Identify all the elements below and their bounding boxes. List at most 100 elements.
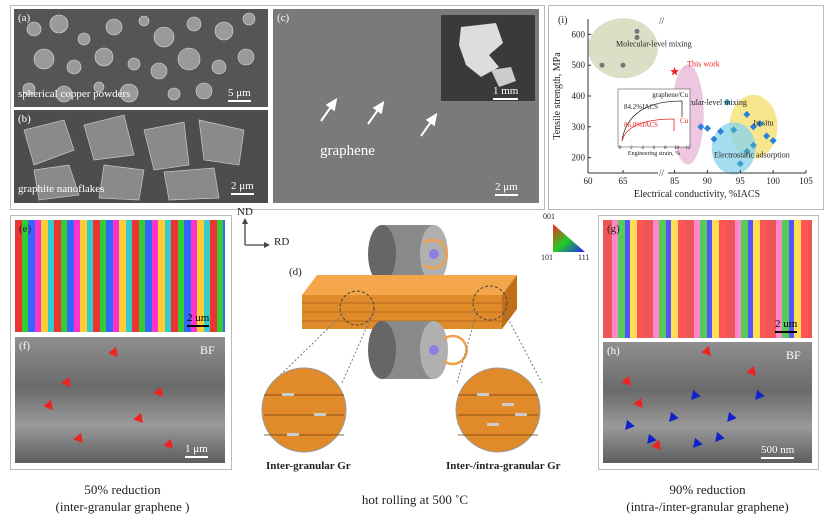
x-tick-label: 65: [619, 176, 629, 186]
panel-c-arrows: [320, 97, 438, 137]
panel-h-label: (h): [607, 345, 620, 357]
panel-b-scale-text: 2 μm: [231, 180, 254, 192]
blue-arrow-icon: [689, 437, 703, 452]
annotation-electrostatic: Electrostatic adsorption: [714, 151, 790, 160]
data-point: [710, 135, 718, 143]
inset-x-tick: 6: [653, 146, 656, 151]
caption-left-line2: (inter-granular graphene ): [55, 499, 190, 514]
blue-arrow-icon: [751, 389, 765, 404]
panel-b-label: (b): [18, 113, 31, 125]
inset-x-tick: 0: [619, 146, 622, 151]
inset-curve-cu: [621, 118, 675, 142]
inset-x-tick: 4: [641, 146, 644, 151]
x-tick-label: 90: [703, 176, 713, 186]
panel-c-inset-scale-text: 1 mm: [493, 85, 519, 97]
data-point-star: ★: [669, 64, 680, 78]
inset-label-cu-value: 86.0%IACS: [624, 121, 658, 129]
panel-f-label: (f): [19, 340, 30, 352]
inset-x-tick: 12: [686, 146, 692, 151]
bottom-roller: [368, 321, 468, 379]
rolling-diagram: [261, 225, 543, 453]
panel-a-scale: 5 μm: [228, 87, 251, 102]
red-arrow-icon: [153, 386, 167, 401]
panel-e: (e) 2 um: [15, 220, 225, 332]
data-point: [756, 120, 764, 128]
data-point: [620, 62, 626, 68]
red-arrow-icon: [746, 365, 760, 380]
y-tick-label: 500: [572, 60, 586, 70]
region-electrostatic: [711, 122, 756, 175]
panel-e-scale: 2 um: [187, 312, 210, 327]
red-arrow-icon: [633, 397, 647, 412]
axis-break-mark: //: [659, 168, 665, 178]
inset-title: graphene/Cu: [652, 91, 688, 99]
annotation-this-work: This work: [687, 60, 720, 69]
caption-right-line1: 90% reduction: [669, 482, 746, 497]
annotation-molecular-2: Molecular-level mixing: [671, 98, 747, 107]
panel-c-scale: 2 μm: [495, 181, 518, 196]
ipf-top: 001: [543, 212, 555, 221]
inset-x-tick: 2: [630, 146, 633, 151]
inset-box: [617, 88, 691, 148]
panel-b-caption: graphite nanoflakes: [18, 183, 105, 195]
panel-b-scale: 2 μm: [231, 180, 254, 195]
red-arrow-icon: [163, 438, 177, 453]
red-arrow-icon: [61, 376, 75, 391]
red-arrow-icon: [621, 375, 635, 390]
y-axis-label: Tensile strength, MPa: [552, 52, 563, 140]
ipf-triangle-icon: [553, 224, 585, 252]
panel-c: (c) 1 mm graphene 2 μm: [273, 9, 539, 203]
x-tick-label: 100: [766, 176, 780, 186]
red-arrow-icon: [43, 399, 57, 414]
left-zoom-caption: Inter-granular Gr: [266, 460, 351, 472]
region-molecular-1: [588, 18, 658, 79]
axis-nd: ND: [237, 206, 253, 218]
red-arrow-icon: [701, 345, 715, 360]
inset-flake-image: [459, 23, 516, 87]
y-tick-label: 400: [572, 91, 586, 101]
panel-g: (g) 2 um: [603, 220, 812, 338]
panel-b: (b) graphite nanoflakes 2 μm: [14, 110, 268, 203]
panel-a: (a) spherical copper powders 5 μm: [14, 9, 268, 107]
data-point: [634, 28, 640, 34]
blue-arrow-icon: [665, 411, 679, 426]
inset-curve-graphene: [621, 100, 683, 142]
panel-h-tag: BF: [786, 348, 801, 362]
axis-break-mark: //: [659, 16, 665, 26]
graphite-flakes-image: [23, 114, 245, 201]
inset-label-cu: Cu: [680, 117, 689, 125]
panel-f-scale: 1 μm: [185, 443, 208, 458]
panel-g-scale: 2 um: [775, 318, 798, 333]
panel-c-inset-scale: 1 mm: [493, 85, 519, 100]
panel-c-scale-text: 2 μm: [495, 181, 518, 193]
panel-a-scale-text: 5 μm: [228, 87, 251, 99]
data-point: [763, 132, 771, 140]
caption-center: hot rolling at 500 ˚C: [361, 492, 469, 507]
panel-a-caption: spherical copper powders: [18, 88, 131, 100]
panel-a-label: (a): [18, 12, 31, 24]
y-tick-label: 300: [572, 122, 586, 132]
inset-x-tick: 8: [664, 146, 667, 151]
panel-h-scale-text: 500 nm: [761, 444, 795, 456]
inset-x-tick: 10: [674, 146, 680, 151]
chart-panel-label: (i): [558, 15, 567, 26]
blue-arrow-icon: [687, 389, 701, 404]
panel-f: (f) BF 1 μm: [15, 337, 225, 463]
caption-right-line2: (intra-/inter-granular graphene): [626, 499, 789, 514]
ipf-left: 101: [541, 253, 553, 262]
panel-h-scale: 500 nm: [761, 444, 795, 459]
annotation-molecular-1: Molecular-level mixing: [616, 40, 692, 49]
panel-f-scale-text: 1 μm: [185, 443, 208, 455]
x-tick-label: 105: [799, 176, 813, 186]
panel-d-label: (d): [289, 266, 302, 278]
annotation-insitu: In situ: [753, 118, 773, 127]
blue-arrow-icon: [723, 411, 737, 426]
top-roller: [368, 225, 448, 283]
data-point: [717, 127, 725, 135]
x-axis-label: Electrical conductivity, %IACS: [634, 189, 760, 200]
panel-e-scale-text: 2 um: [187, 312, 210, 324]
panel-g-label: (g): [607, 223, 620, 235]
y-tick-label: 200: [572, 153, 586, 163]
axis-rd: RD: [274, 236, 290, 248]
red-arrow-icon: [108, 346, 122, 361]
